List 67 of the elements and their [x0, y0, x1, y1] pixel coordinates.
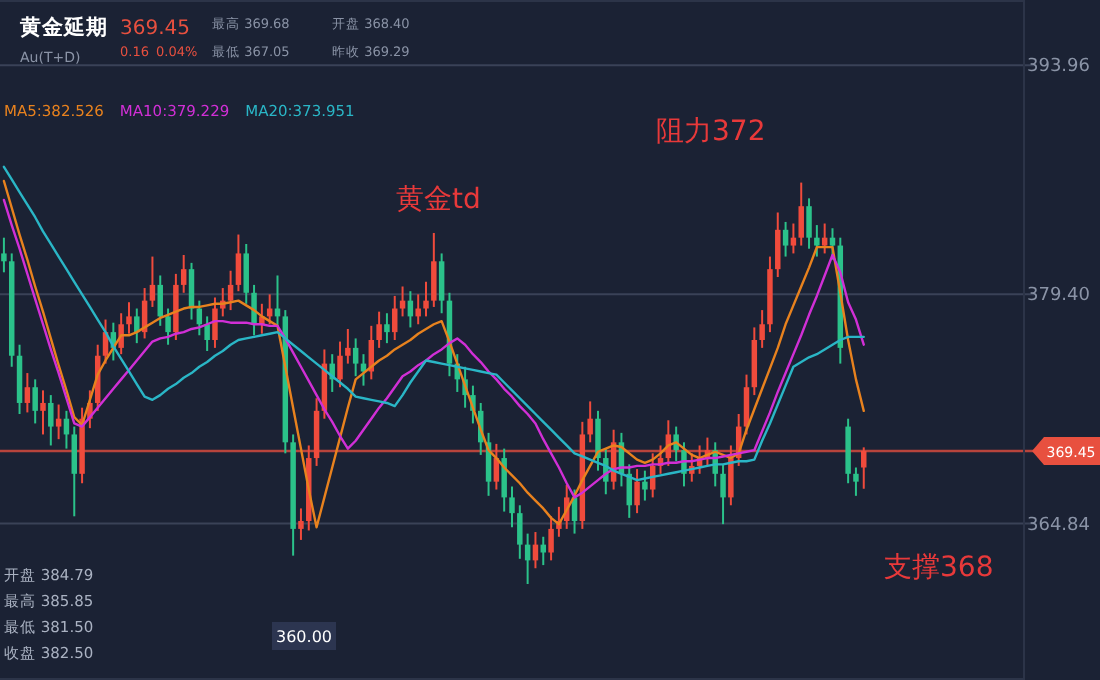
candlestick	[751, 326, 758, 397]
candlestick	[775, 211, 781, 279]
candlestick	[157, 274, 163, 327]
candlestick	[399, 285, 406, 318]
candlestick	[517, 504, 523, 560]
annotation: 360.00	[276, 628, 332, 646]
candlestick	[134, 307, 140, 345]
candlestick	[384, 312, 390, 345]
text: 黄金延期	[18, 14, 108, 40]
annotation: 369.45	[120, 18, 190, 40]
annotation: 黄金td	[396, 184, 481, 216]
candlestick	[118, 312, 124, 356]
candlestick	[204, 315, 210, 353]
candlestick	[71, 425, 77, 518]
candlestick	[861, 446, 867, 490]
y-tick-label: 379.40	[1027, 286, 1091, 307]
candlestick	[48, 394, 54, 447]
candlestick	[595, 409, 601, 472]
candlestick	[40, 389, 46, 436]
candlestick	[634, 468, 640, 515]
candlestick	[814, 224, 820, 258]
candlestick	[821, 222, 828, 255]
candlestick	[298, 507, 304, 541]
candlestick	[345, 327, 351, 365]
candlestick	[829, 227, 836, 261]
candlestick	[415, 293, 421, 326]
candlestick	[149, 255, 156, 308]
candlestick	[720, 463, 726, 526]
candlestick	[32, 378, 38, 425]
candlestick	[798, 181, 804, 247]
candlestick	[642, 469, 648, 502]
candlestick	[431, 231, 437, 308]
candlestick	[423, 280, 429, 318]
candlestick	[587, 400, 593, 444]
candlestick	[126, 301, 132, 335]
y-tick-label: 364.84	[1027, 515, 1091, 536]
candlestick	[845, 417, 851, 485]
candlestick	[313, 397, 320, 467]
candlestick	[173, 272, 179, 341]
candlestick	[790, 222, 797, 255]
candlestick	[180, 254, 187, 294]
candlestick	[55, 403, 62, 441]
candlestick	[501, 447, 507, 513]
candlestick	[337, 340, 343, 389]
candlestick	[728, 444, 734, 507]
y-tick-label: 393.96	[1027, 57, 1091, 78]
candlestick	[853, 466, 859, 497]
candlestick	[165, 307, 171, 346]
candlestick	[227, 269, 234, 312]
candlestick	[806, 197, 812, 250]
candlestick	[540, 535, 546, 567]
annotation: 支撑368	[884, 552, 994, 584]
candlestick	[782, 220, 789, 258]
candlestick	[509, 485, 515, 529]
candlestick	[212, 296, 218, 349]
candlestick	[16, 343, 23, 415]
candlestick	[251, 283, 257, 337]
candlestick	[243, 242, 249, 305]
candlestick	[438, 252, 445, 315]
candlestick	[759, 309, 765, 349]
candlestick	[548, 515, 554, 562]
candlestick	[376, 310, 382, 349]
annotation: 阻力372	[656, 116, 766, 148]
candlestick	[1, 236, 7, 274]
candlestick	[235, 233, 242, 293]
candlestick	[352, 337, 359, 378]
candlestick	[24, 372, 31, 414]
